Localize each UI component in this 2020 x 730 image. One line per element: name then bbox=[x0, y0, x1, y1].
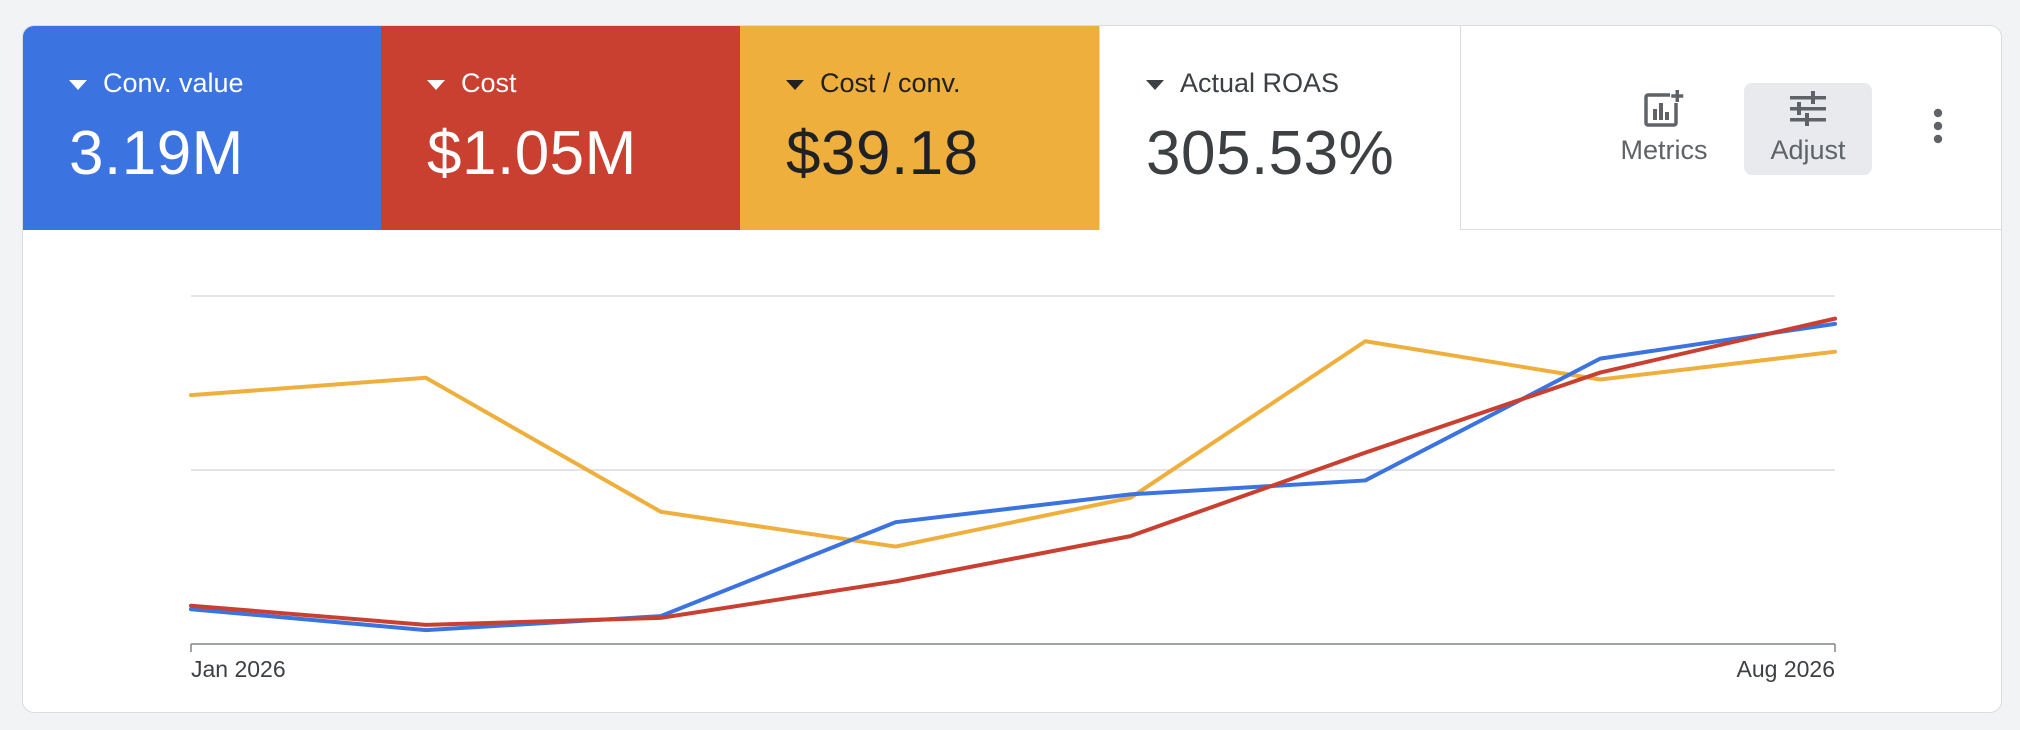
caret-down-icon bbox=[1146, 79, 1164, 90]
adjust-button[interactable]: Adjust bbox=[1744, 83, 1872, 175]
caret-down-icon bbox=[427, 79, 445, 90]
scorecard-cost[interactable]: Cost $1.05M bbox=[381, 26, 740, 230]
series-line-1 bbox=[189, 321, 1837, 633]
scorecard-row: Conv. value 3.19M Cost $1.05M Cost / con… bbox=[23, 26, 2001, 230]
scorecard-value: 305.53% bbox=[1146, 119, 1395, 188]
scorecard-label: Cost / conv. bbox=[786, 68, 961, 99]
scorecard-label-text: Actual ROAS bbox=[1180, 68, 1340, 98]
scorecard-label: Actual ROAS bbox=[1146, 68, 1339, 99]
x-tick-label: Jan 2026 bbox=[191, 656, 286, 682]
series-line-3 bbox=[189, 339, 1837, 549]
chart-add-icon bbox=[1644, 89, 1684, 127]
adjust-label: Adjust bbox=[1770, 135, 1846, 165]
line-chart: Jan 2026 Aug 2026 bbox=[189, 295, 1837, 682]
tune-icon bbox=[1790, 91, 1826, 126]
scorecard-label-text: Cost / conv. bbox=[820, 68, 961, 98]
scorecard-value: $39.18 bbox=[786, 119, 979, 188]
series-line-2 bbox=[189, 316, 1837, 627]
performance-card: Conv. value 3.19M Cost $1.05M Cost / con… bbox=[22, 25, 2002, 713]
scorecard-actual-roas[interactable]: Actual ROAS 305.53% bbox=[1100, 26, 1461, 230]
caret-down-icon bbox=[69, 79, 87, 90]
chart-toolbar: Metrics Adjust bbox=[1461, 26, 2001, 230]
scorecard-label: Conv. value bbox=[69, 68, 244, 99]
scorecard-value: $1.05M bbox=[427, 119, 637, 188]
metrics-label: Metrics bbox=[1620, 135, 1708, 165]
x-tick-label: Aug 2026 bbox=[1737, 656, 1835, 682]
scorecard-label-text: Cost bbox=[461, 68, 517, 98]
scorecard-label: Cost bbox=[427, 68, 517, 99]
caret-down-icon bbox=[786, 79, 804, 90]
metrics-button[interactable]: Metrics bbox=[1600, 83, 1728, 175]
more-vertical-icon[interactable] bbox=[1924, 106, 1952, 152]
scorecard-value: 3.19M bbox=[69, 119, 244, 188]
scorecard-conv-value[interactable]: Conv. value 3.19M bbox=[23, 26, 381, 230]
scorecard-label-text: Conv. value bbox=[103, 68, 244, 98]
scorecard-cost-per-conv[interactable]: Cost / conv. $39.18 bbox=[740, 26, 1100, 230]
